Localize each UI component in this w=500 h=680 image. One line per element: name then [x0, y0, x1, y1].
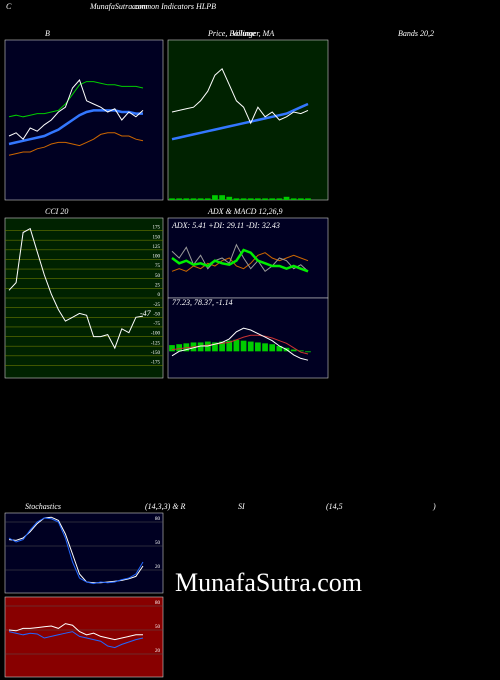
y-tick-label: 150 [153, 235, 161, 240]
bar [233, 198, 240, 200]
series-line [8, 81, 144, 118]
caption: ) [432, 502, 436, 511]
bar [169, 345, 175, 352]
series-line [8, 516, 144, 584]
bar [297, 350, 304, 352]
series-line [171, 248, 309, 273]
bar [290, 198, 297, 200]
bar [219, 341, 225, 352]
y-tick-label: 25 [155, 284, 161, 289]
site-name: MunafaSutra.com [89, 2, 148, 11]
bar [169, 198, 175, 200]
bar [255, 342, 261, 352]
y-tick-label: 80 [155, 517, 161, 522]
bar [240, 340, 247, 352]
bar [290, 349, 297, 352]
caption: CCI 20 [45, 207, 68, 216]
y-tick-label: 20 [155, 649, 161, 654]
bar [176, 198, 183, 200]
y-tick-label: 75 [155, 264, 161, 269]
y-tick-label: -25 [153, 303, 160, 308]
caption: Bands 20,2 [398, 29, 434, 38]
series-line [8, 631, 144, 649]
annotation: 77.23, 78.37, -1.14 [172, 298, 233, 307]
watermark: MunafaSutra.com [175, 568, 362, 597]
panel [167, 39, 329, 201]
y-tick-label: -75 [153, 322, 160, 327]
bar [219, 195, 225, 200]
series-line [171, 243, 309, 273]
panel [167, 297, 329, 379]
bar [269, 344, 276, 352]
bar [247, 341, 254, 352]
y-tick-label: 50 [155, 274, 161, 279]
bar [204, 198, 211, 200]
series-line [8, 79, 144, 140]
series-line [8, 227, 144, 350]
y-tick-label: 175 [153, 226, 161, 231]
caption: SI [238, 502, 245, 511]
series-line [8, 623, 143, 641]
y-tick-label: -50 [153, 312, 160, 317]
caption: Price, Bollinger, MA [207, 29, 274, 38]
series-line [171, 67, 309, 125]
series-line [8, 517, 144, 585]
y-tick-label: 125 [153, 245, 161, 250]
caption: ADX & MACD 12,26,9 [207, 207, 282, 216]
bar [197, 342, 204, 352]
caption: B [45, 29, 50, 38]
y-tick-label: 50 [155, 625, 161, 630]
series-line [8, 109, 143, 146]
caption: Stochastics [25, 502, 61, 511]
bar [283, 196, 290, 200]
series-line [171, 102, 309, 141]
bar [276, 198, 283, 200]
y-tick-label: -150 [151, 351, 161, 356]
bar [262, 343, 268, 352]
annotation: -47 [140, 309, 152, 318]
bar [305, 351, 311, 353]
y-tick-label: -125 [151, 341, 161, 346]
series-line [171, 334, 309, 355]
series-line [171, 252, 309, 272]
bar [226, 340, 233, 352]
bar [305, 198, 311, 200]
y-tick-label: 0 [158, 293, 161, 298]
bar [255, 198, 261, 200]
bar [226, 196, 233, 200]
panel [167, 217, 329, 299]
y-tick-label: 20 [155, 565, 161, 570]
bar [297, 198, 304, 200]
annotation: ADX: 5.41 +DI: 29.11 -DI: 32.43 [171, 221, 280, 230]
y-tick-label: 100 [153, 255, 161, 260]
bar [269, 198, 276, 200]
panel [4, 39, 164, 201]
bar [212, 342, 218, 352]
caption: (14,5 [326, 502, 343, 511]
bar [262, 198, 268, 200]
subtitle: common Indicators HLPB [132, 2, 216, 11]
bar [247, 198, 254, 200]
y-tick-label: -175 [151, 361, 161, 366]
y-tick-label: 80 [155, 601, 161, 606]
bar [176, 344, 183, 352]
bar [190, 198, 197, 200]
series-line [171, 327, 309, 361]
bar [233, 339, 240, 352]
bar [212, 195, 218, 200]
y-tick-label: 50 [155, 541, 161, 546]
y-tick-label: -100 [151, 332, 161, 337]
header-label: C [6, 2, 12, 11]
bar [197, 198, 204, 200]
series-line [8, 132, 144, 156]
caption: Volume [232, 29, 256, 38]
caption: (14,3,3) & R [145, 502, 186, 511]
bar [276, 346, 283, 352]
bar [240, 198, 247, 200]
bar [183, 198, 190, 200]
